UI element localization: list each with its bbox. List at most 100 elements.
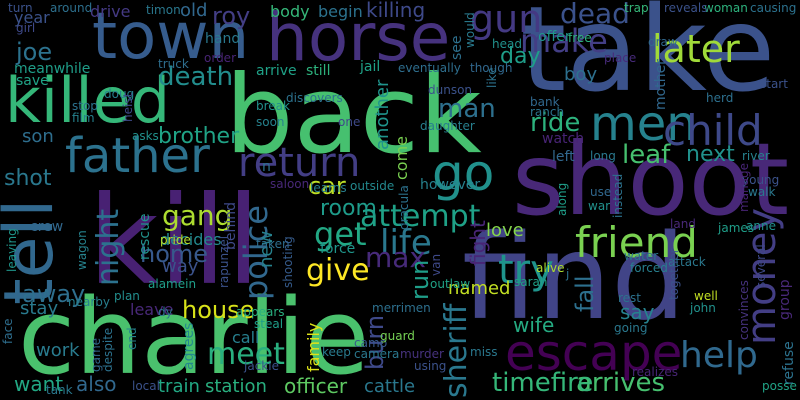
word-meet: meet — [207, 337, 285, 372]
word-camp: camp — [354, 336, 388, 350]
word-help: help — [680, 335, 758, 376]
word-drive: drive — [90, 2, 131, 21]
word-river: river — [742, 149, 770, 163]
word-woman: woman — [704, 1, 748, 15]
word-crew: crew — [30, 219, 64, 235]
word-n: n — [262, 159, 271, 175]
word-dy: dy — [158, 305, 173, 319]
word-killing: killing — [366, 0, 426, 22]
word-head: head — [492, 37, 522, 51]
word-daughter: daughter — [420, 119, 475, 133]
word-still: still — [306, 63, 331, 79]
word-come: come — [392, 135, 411, 180]
word-home: home — [140, 240, 209, 268]
word-back: back — [225, 53, 482, 178]
word-try: try — [498, 247, 554, 293]
word-force: force — [320, 241, 356, 257]
word-war: war — [588, 199, 611, 213]
word-nearby: nearby — [68, 295, 110, 309]
word-charlie: charlie — [18, 276, 370, 398]
word-bank: bank — [530, 95, 560, 109]
word-guard: guard — [380, 329, 415, 343]
word-instead: instead — [611, 173, 625, 218]
word-young: young — [742, 173, 780, 187]
word-make: make — [520, 22, 608, 60]
word-friend: friend — [575, 218, 698, 267]
word-death: death — [158, 62, 234, 92]
word-learns: learns — [310, 181, 347, 195]
word-shoot: shoot — [512, 121, 790, 238]
word-well: well — [694, 289, 718, 303]
word-murder: murder — [400, 347, 444, 361]
word-son: son — [22, 126, 54, 147]
word-use: use — [590, 185, 612, 199]
word-sheriff: sheriff — [439, 303, 474, 398]
word-several: several — [754, 244, 768, 288]
word-year: year — [14, 8, 50, 27]
word-going: going — [614, 321, 648, 335]
word-save: save — [16, 73, 49, 89]
word-anne: anne — [746, 219, 776, 233]
word-discovers: discovers — [286, 91, 343, 105]
word-next: next — [686, 142, 735, 167]
word-boy: boy — [564, 64, 598, 85]
word-car: car — [308, 172, 346, 200]
word-another: another — [372, 79, 393, 150]
word-meanwhile: meanwhile — [14, 61, 91, 77]
word-girl: girl — [16, 21, 36, 35]
word-get: get — [314, 215, 367, 253]
word-brother: brother — [158, 124, 240, 149]
word-appears: appears — [236, 305, 285, 319]
word-end: end — [125, 327, 139, 350]
word-posse: posse — [762, 379, 797, 393]
word-fight: fight — [466, 220, 490, 266]
word-water: water — [624, 249, 659, 263]
word-though: though — [470, 61, 513, 75]
word-joe: joe — [16, 38, 53, 66]
word-alamein: alamein — [148, 277, 197, 291]
word-taken: taken — [256, 237, 290, 251]
word-rescue: rescue — [137, 213, 153, 260]
word-dead: dead — [560, 0, 630, 30]
word-order: order — [204, 51, 236, 65]
word-shooting: shooting — [281, 236, 295, 288]
word-want: want — [14, 372, 64, 396]
word-along: along — [555, 182, 569, 216]
word-j: j — [566, 267, 570, 281]
word-away: away — [22, 280, 86, 308]
word-steal: steal — [254, 317, 284, 331]
word-heist: heist — [121, 92, 135, 122]
word-break: break — [256, 99, 290, 113]
word-causing: causing — [750, 1, 797, 15]
word-gang: gang — [162, 199, 233, 232]
word-station: station — [205, 376, 267, 397]
word-town: town — [92, 0, 250, 74]
word-convinces: convinces — [737, 280, 751, 340]
word-named: named — [448, 278, 511, 299]
word-soon: soon — [256, 115, 285, 129]
word-john: john — [690, 301, 716, 315]
word-dracula: dracula — [397, 185, 411, 230]
word-rest: rest — [618, 291, 642, 305]
word-left: left — [552, 149, 575, 165]
word-alive: alive — [536, 261, 565, 275]
word-man: man — [438, 94, 496, 124]
word-watch: watch — [542, 131, 585, 147]
word-hand: hand — [205, 31, 241, 47]
word-timefire: timefire — [492, 368, 594, 398]
word-like: like — [485, 67, 499, 88]
word-love: love — [486, 220, 524, 241]
word-local: local — [132, 379, 160, 393]
word-long: long — [590, 149, 616, 163]
word-saloon: saloon — [270, 177, 310, 191]
word-ride: ride — [530, 108, 581, 138]
word-old: old — [180, 0, 208, 21]
word-despite: despite — [101, 327, 115, 372]
word-killed: killed — [5, 64, 171, 137]
word-arrives: arrives — [576, 368, 666, 398]
word-cattle: cattle — [364, 376, 416, 397]
word-land: land — [670, 217, 696, 231]
word-day: day — [500, 44, 541, 69]
word-group: group — [777, 279, 793, 320]
